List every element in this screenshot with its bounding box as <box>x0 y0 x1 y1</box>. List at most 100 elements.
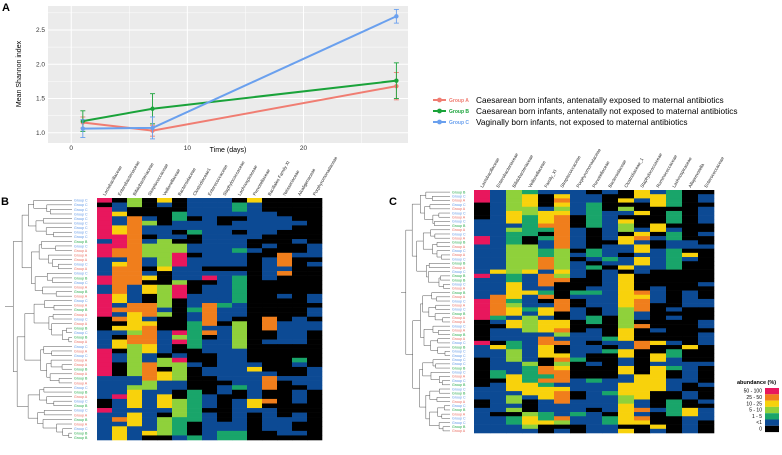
heatmap-cell <box>112 243 128 249</box>
column-labels-b: LactobacillaceaeEnterobacteriaceaeBifido… <box>102 155 339 196</box>
heatmap-cell <box>474 240 491 245</box>
heatmap-cell <box>127 202 143 208</box>
heatmap-cell <box>554 219 571 224</box>
heatmap-cell <box>142 389 158 395</box>
heatmap-cell <box>112 216 128 222</box>
heatmap-cell <box>127 198 143 203</box>
heatmap-cell <box>650 261 667 266</box>
heatmap-cell <box>277 362 293 368</box>
dendrogram-branch <box>442 380 450 386</box>
heatmap-cell <box>262 211 278 217</box>
heatmap-cell <box>157 334 173 340</box>
heatmap-cell <box>538 261 555 266</box>
heatmap-cell <box>247 293 263 299</box>
heatmap-cell <box>618 219 635 224</box>
heatmap-cell <box>97 234 113 240</box>
heatmap-cell <box>112 348 128 354</box>
heatmap-cell <box>142 357 158 363</box>
heatmap-cell <box>490 257 507 262</box>
heatmap-cell <box>618 282 635 287</box>
heatmap-cell <box>142 252 158 258</box>
heatmap-cell <box>650 324 667 329</box>
heatmap-cell <box>618 382 635 388</box>
dendrogram-branch <box>437 346 450 354</box>
heatmap-cell <box>682 311 699 316</box>
heatmap-cell <box>307 257 323 263</box>
heatmap-cell <box>538 416 555 421</box>
heatmap-cell <box>202 394 218 400</box>
heatmap-cell <box>262 330 278 336</box>
heatmap-cell <box>618 236 635 241</box>
heatmap-cell <box>142 334 158 340</box>
heatmap-cell <box>127 211 143 217</box>
row-label: Group C <box>74 386 88 390</box>
dendrogram-branch <box>438 330 450 335</box>
heatmap-cell <box>307 307 323 313</box>
heatmap-cell <box>666 328 683 333</box>
heatmap-cell <box>618 210 635 216</box>
row-label: Group A <box>452 320 466 324</box>
data-point <box>394 14 399 19</box>
row-label: Group A <box>74 253 88 257</box>
heatmap-cell <box>538 328 555 333</box>
heatmap-cell <box>127 316 143 322</box>
row-label: Group C <box>452 350 466 354</box>
heatmap-cell <box>157 280 173 286</box>
heatmap-cell <box>142 321 158 327</box>
heatmap-cell <box>112 271 128 276</box>
heatmap-cell <box>277 426 293 432</box>
heatmap-cell <box>698 399 715 404</box>
row-label: Group A <box>452 337 466 341</box>
heatmap-cell <box>506 298 523 304</box>
heatmap-cell <box>292 248 308 254</box>
heatmap-cell <box>127 385 143 391</box>
heatmap-cell <box>586 386 603 392</box>
heatmap-cell <box>247 330 263 336</box>
heatmap-cell <box>650 236 667 241</box>
heatmap-cell <box>172 376 188 381</box>
heatmap-cell <box>187 261 203 267</box>
heatmap-cell <box>506 248 523 254</box>
heatmap-cell <box>682 391 699 396</box>
heatmap-cell <box>202 330 218 336</box>
heatmap-cell <box>522 386 539 392</box>
heatmap-cell <box>217 248 233 254</box>
heatmap-cell <box>570 374 587 379</box>
heatmap-cell <box>698 286 715 291</box>
heatmap-cell <box>554 378 571 384</box>
heatmap-cell <box>247 220 263 226</box>
heatmap-cell <box>538 428 555 434</box>
heatmap-cell <box>142 398 158 404</box>
x-axis-title: Time (days) <box>210 147 247 154</box>
heatmap-cell <box>232 298 248 304</box>
dendrogram-branch <box>444 351 450 356</box>
heatmap-cell <box>570 198 587 203</box>
heatmap-cell <box>586 395 603 400</box>
heatmap-cell <box>247 271 263 276</box>
heatmap-cell <box>506 265 523 270</box>
heatmap-cell <box>277 216 293 222</box>
heatmap-cell <box>307 284 323 290</box>
heatmap-cell <box>666 424 683 430</box>
heatmap-cell <box>172 298 188 304</box>
heatmap-cell <box>202 207 218 212</box>
row-label: Group A <box>452 400 466 404</box>
heatmap-cell <box>522 311 539 316</box>
dendrogram-branch <box>46 273 72 281</box>
heatmap-cell <box>554 273 571 279</box>
heatmap-cell <box>277 211 293 217</box>
row-label: Group C <box>74 263 88 267</box>
heatmap-cell <box>586 269 603 275</box>
heatmap-cell <box>570 361 587 367</box>
heatmap-cell <box>522 374 539 379</box>
dendrogram-branch <box>432 325 450 333</box>
heatmap-cell <box>262 243 278 249</box>
heatmap-cell <box>634 198 651 203</box>
heatmap-cell <box>292 229 308 235</box>
heatmap-cell <box>506 190 523 195</box>
heatmap-cell <box>97 344 113 349</box>
heatmap-cell <box>538 345 555 350</box>
heatmap-cell <box>666 236 683 241</box>
